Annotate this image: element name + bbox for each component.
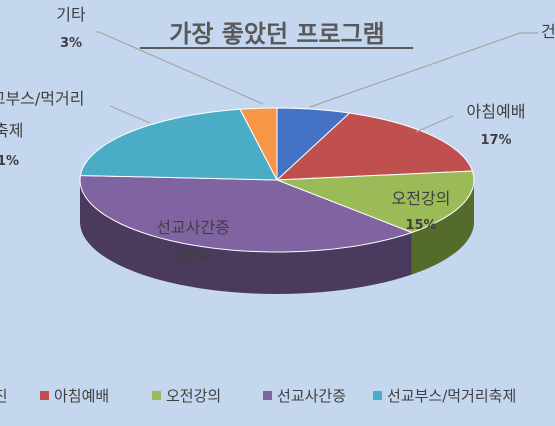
data-label-pct-1: 17% xyxy=(480,133,511,148)
pie-tops xyxy=(79,107,475,253)
leader-line-1 xyxy=(415,115,454,133)
data-label-name-4b: 축제 xyxy=(0,121,23,140)
legend-swatch-2 xyxy=(152,391,161,400)
data-label-name-3: 선교사간증 xyxy=(156,218,230,237)
pie-sides xyxy=(80,180,474,294)
pie-side-3 xyxy=(80,180,412,294)
legend: 검진 아침예배 오전강의 선교사간증 선교부스/먹거리축제 xyxy=(0,387,516,405)
pie-slice-4 xyxy=(79,108,278,181)
data-label-pct-4: 1% xyxy=(0,154,19,169)
data-label-name-2: 오전강의 xyxy=(392,189,451,208)
legend-label-1: 아침예배 xyxy=(54,387,109,405)
pie-slice-3 xyxy=(79,174,414,253)
leader-line-0 xyxy=(309,32,538,108)
legend-swatch-3 xyxy=(263,391,272,400)
pie-slice-1 xyxy=(275,112,474,181)
data-label-pct-2: 15% xyxy=(405,218,436,233)
leader-line-5 xyxy=(96,31,264,105)
legend-label-0: 검진 xyxy=(0,387,8,405)
pie-slice-2 xyxy=(276,170,475,234)
data-label-name-1: 아침예배 xyxy=(467,102,526,121)
data-label-name-0: 건 xyxy=(541,22,555,41)
chart-title: 가장 좋았던 프로그램 xyxy=(169,20,384,48)
pie-slice-5 xyxy=(239,107,278,181)
data-label-pct-3: 38% xyxy=(177,250,208,265)
legend-swatch-1 xyxy=(40,391,49,400)
legend-label-2: 오전강의 xyxy=(166,387,221,405)
data-label-pct-5: 3% xyxy=(60,36,82,51)
chart-title-group: 가장 좋았던 프로그램 xyxy=(140,20,413,49)
legend-label-3: 선교사간증 xyxy=(277,387,346,405)
legend-label-4: 선교부스/먹거리축제 xyxy=(387,387,516,405)
leader-line-4 xyxy=(109,105,151,124)
legend-swatch-4 xyxy=(373,391,382,400)
data-label-name-5: 기타 xyxy=(56,5,86,24)
leader-lines xyxy=(96,31,538,133)
data-label-name-4a: 선교부스/먹거리 xyxy=(0,89,84,108)
pie-slice-0 xyxy=(276,107,351,182)
pie-side-2 xyxy=(411,180,474,275)
